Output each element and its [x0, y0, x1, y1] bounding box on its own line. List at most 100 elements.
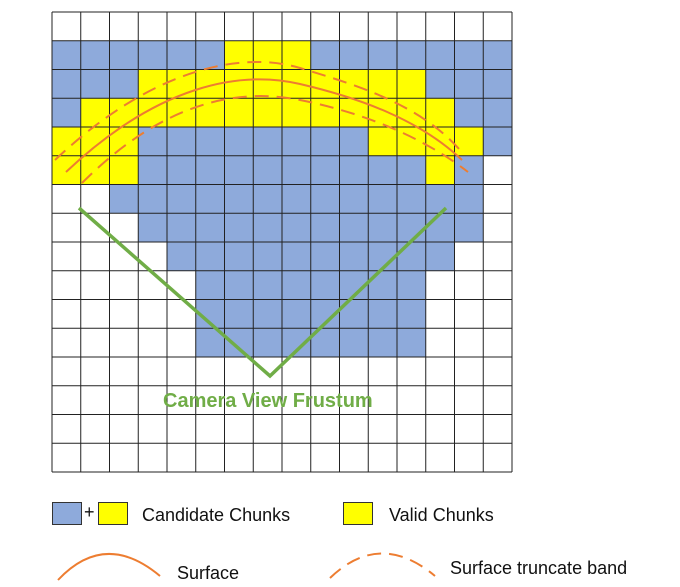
empty-chunk: [282, 385, 311, 415]
empty-chunk: [80, 443, 110, 472]
candidate-chunk: [253, 213, 282, 242]
candidate-chunk: [397, 299, 426, 329]
empty-chunk: [397, 443, 426, 472]
valid-chunk: [80, 127, 110, 156]
candidate-chunk: [282, 242, 311, 271]
valid-chunk: [368, 69, 397, 99]
empty-chunk: [52, 414, 81, 444]
legend-band-line: [329, 552, 436, 579]
empty-chunk: [224, 414, 254, 444]
empty-chunk: [138, 270, 167, 300]
empty-chunk: [368, 12, 397, 41]
empty-chunk: [425, 12, 455, 41]
empty-chunk: [454, 12, 484, 41]
empty-chunk: [52, 328, 81, 357]
valid-chunk: [368, 127, 397, 156]
empty-chunk: [425, 299, 455, 329]
empty-chunk: [52, 184, 81, 214]
empty-chunk: [483, 12, 512, 41]
candidate-chunk: [310, 155, 340, 185]
empty-chunk: [397, 414, 426, 444]
empty-chunk: [195, 443, 225, 472]
candidate-chunk: [454, 184, 484, 214]
candidate-chunk: [368, 184, 397, 214]
empty-chunk: [339, 443, 369, 472]
candidate-chunk: [167, 184, 196, 214]
empty-chunk: [425, 328, 455, 357]
empty-chunk: [483, 299, 512, 329]
empty-chunk: [167, 299, 196, 329]
candidate-chunk: [397, 40, 426, 70]
empty-chunk: [483, 328, 512, 357]
empty-chunk: [282, 443, 311, 472]
empty-chunk: [253, 357, 282, 386]
empty-chunk: [109, 270, 139, 300]
empty-chunk: [483, 385, 512, 415]
legend-candidate-label: Candidate Chunks: [142, 505, 291, 525]
candidate-chunk: [282, 213, 311, 242]
candidate-chunk: [52, 69, 81, 99]
valid-chunk: [454, 127, 484, 156]
candidate-chunk: [368, 213, 397, 242]
valid-chunk: [339, 69, 369, 99]
legend-curves: [57, 552, 436, 581]
candidate-chunk: [253, 184, 282, 214]
empty-chunk: [454, 242, 484, 271]
candidate-chunk: [138, 213, 167, 242]
empty-chunk: [339, 414, 369, 444]
candidate-chunk: [425, 213, 455, 242]
empty-chunk: [253, 414, 282, 444]
valid-chunk: [310, 98, 340, 127]
candidate-chunk: [138, 127, 167, 156]
candidate-chunk: [425, 184, 455, 214]
valid-chunk: [80, 98, 110, 127]
valid-chunk: [224, 98, 254, 127]
candidate-chunk: [282, 184, 311, 214]
legend-surface-line: [57, 553, 161, 581]
empty-chunk: [138, 414, 167, 444]
candidate-chunk: [224, 270, 254, 300]
empty-chunk: [454, 385, 484, 415]
candidate-chunk: [310, 242, 340, 271]
surface-truncate-band-bottom: [81, 95, 469, 184]
empty-chunk: [195, 414, 225, 444]
empty-chunk: [109, 357, 139, 386]
candidate-chunk: [368, 155, 397, 185]
candidate-chunk: [253, 155, 282, 185]
empty-chunk: [109, 328, 139, 357]
empty-chunk: [483, 270, 512, 300]
empty-chunk: [397, 385, 426, 415]
empty-chunk: [109, 414, 139, 444]
empty-chunk: [52, 270, 81, 300]
empty-chunk: [195, 385, 225, 415]
candidate-chunk: [397, 328, 426, 357]
candidate-chunk: [138, 40, 167, 70]
empty-chunk: [339, 357, 369, 386]
candidate-chunk: [425, 69, 455, 99]
empty-chunk: [224, 12, 254, 41]
empty-chunk: [138, 357, 167, 386]
camera-view-frustum: [77, 206, 448, 379]
candidate-chunk: [167, 213, 196, 242]
candidate-chunk: [224, 155, 254, 185]
empty-chunk: [52, 357, 81, 386]
legend-plus-sign: +: [84, 502, 95, 522]
empty-chunk: [339, 12, 369, 41]
candidate-chunk: [310, 270, 340, 300]
candidate-chunk: [397, 184, 426, 214]
empty-chunk: [80, 12, 110, 41]
empty-chunk: [454, 299, 484, 329]
empty-chunk: [52, 385, 81, 415]
candidate-chunk: [339, 40, 369, 70]
candidate-chunk: [195, 184, 225, 214]
candidate-chunk: [80, 69, 110, 99]
empty-chunk: [397, 357, 426, 386]
empty-chunk: [52, 443, 81, 472]
candidate-chunk: [397, 155, 426, 185]
candidate-chunk: [425, 242, 455, 271]
legend-candidate-yellow-swatch: [98, 502, 128, 525]
empty-chunk: [282, 12, 311, 41]
empty-chunk: [167, 385, 196, 415]
valid-chunk: [425, 98, 455, 127]
